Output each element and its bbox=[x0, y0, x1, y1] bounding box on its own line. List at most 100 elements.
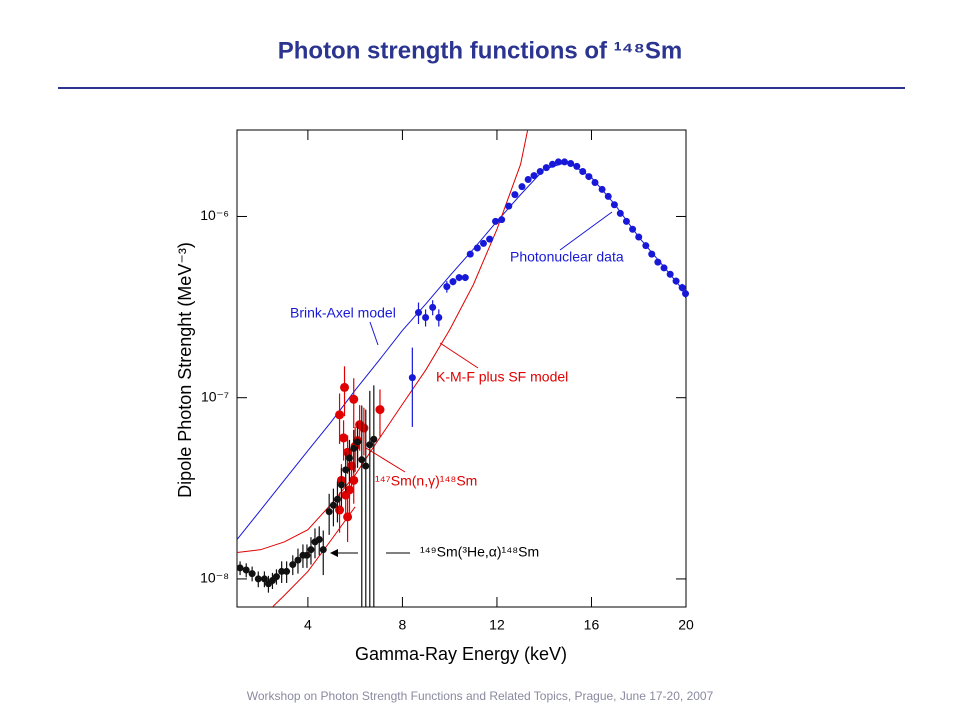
data-point bbox=[610, 201, 618, 209]
data-point bbox=[236, 564, 244, 572]
annotation: ¹⁴⁹Sm(³He,α)¹⁴⁸Sm bbox=[420, 544, 539, 560]
data-point bbox=[511, 191, 519, 199]
data-point bbox=[337, 481, 345, 489]
data-point bbox=[254, 575, 262, 583]
model-curve bbox=[237, 130, 529, 553]
plot-frame bbox=[236, 129, 687, 608]
footer: Workshop on Photon Strength Functions an… bbox=[247, 689, 714, 703]
data-point bbox=[340, 382, 350, 392]
data-point bbox=[666, 270, 674, 278]
data-point bbox=[315, 536, 323, 544]
data-point bbox=[344, 485, 354, 495]
data-point bbox=[598, 185, 606, 193]
data-point bbox=[354, 438, 362, 446]
y-axis-label: Dipole Photon Strenght (MeV⁻³) bbox=[175, 242, 195, 498]
data-point bbox=[573, 162, 581, 170]
data-point bbox=[672, 277, 680, 285]
data-point bbox=[479, 239, 487, 247]
data-point bbox=[375, 405, 385, 415]
data-point bbox=[429, 303, 437, 311]
data-point bbox=[333, 495, 341, 503]
data-point bbox=[561, 158, 569, 166]
data-point bbox=[366, 441, 374, 449]
data-point bbox=[260, 575, 268, 583]
data-point bbox=[248, 570, 256, 578]
data-point bbox=[303, 551, 311, 559]
data-point bbox=[455, 274, 463, 282]
annotation: Photonuclear data bbox=[510, 249, 624, 265]
data-point bbox=[278, 567, 286, 575]
data-point bbox=[518, 183, 526, 191]
data-point bbox=[342, 466, 350, 474]
data-point bbox=[536, 168, 544, 176]
data-point bbox=[642, 242, 650, 250]
data-point bbox=[585, 173, 593, 181]
data-point bbox=[283, 567, 291, 575]
data-point bbox=[435, 314, 443, 322]
data-point bbox=[492, 217, 500, 225]
data-point bbox=[307, 546, 315, 554]
annotation: ¹⁴⁷Sm(n,γ)¹⁴⁸Sm bbox=[375, 473, 477, 489]
data-point bbox=[591, 178, 599, 186]
y-tick-label: 10⁻⁸ bbox=[200, 570, 229, 586]
data-point bbox=[325, 508, 333, 516]
data-point bbox=[449, 278, 457, 286]
slide-title: Photon strength functions of ¹⁴⁸Sm bbox=[278, 37, 683, 64]
data-point bbox=[660, 264, 668, 272]
data-point bbox=[542, 164, 550, 172]
data-point bbox=[339, 433, 349, 443]
annotation-arrowhead bbox=[330, 549, 338, 557]
data-point bbox=[349, 394, 359, 404]
x-tick-label: 4 bbox=[304, 617, 312, 633]
data-point bbox=[242, 566, 250, 574]
data-point bbox=[422, 314, 430, 322]
annotation: K-M-F plus SF model bbox=[436, 369, 568, 385]
data-point bbox=[294, 556, 302, 564]
annotation-leader bbox=[439, 342, 479, 369]
data-point bbox=[524, 175, 532, 183]
data-point bbox=[579, 168, 587, 176]
annotation: Brink-Axel model bbox=[290, 305, 396, 321]
data-point bbox=[548, 160, 556, 168]
data-point bbox=[567, 160, 575, 168]
x-axis-label: Gamma-Ray Energy (keV) bbox=[355, 644, 567, 664]
data-point bbox=[329, 501, 337, 509]
data-point bbox=[654, 258, 662, 266]
annotation-leader bbox=[365, 447, 406, 473]
annotation-leader bbox=[559, 211, 613, 251]
model-curve bbox=[272, 506, 356, 607]
data-point bbox=[505, 202, 513, 210]
data-point bbox=[343, 512, 353, 522]
model-curve bbox=[237, 161, 686, 540]
y-tick-label: 10⁻⁷ bbox=[201, 388, 229, 404]
data-point bbox=[414, 309, 422, 317]
data-point bbox=[362, 462, 370, 470]
x-tick-label: 20 bbox=[678, 617, 694, 633]
data-point bbox=[349, 475, 359, 485]
data-point bbox=[443, 283, 451, 291]
data-point bbox=[616, 209, 624, 217]
data-point bbox=[498, 216, 506, 224]
data-point bbox=[461, 274, 469, 282]
data-point bbox=[289, 561, 297, 569]
data-point bbox=[319, 546, 327, 554]
data-point bbox=[350, 444, 358, 452]
data-point bbox=[486, 235, 494, 243]
data-point bbox=[359, 423, 369, 433]
data-point bbox=[370, 435, 378, 443]
data-point bbox=[466, 250, 474, 258]
y-tick-label: 10⁻⁶ bbox=[200, 207, 229, 223]
data-point bbox=[622, 217, 630, 225]
data-point bbox=[604, 192, 612, 200]
x-tick-label: 16 bbox=[584, 617, 600, 633]
annotation-leader bbox=[369, 321, 379, 346]
data-point bbox=[648, 250, 656, 258]
x-tick-label: 8 bbox=[399, 617, 407, 633]
data-point bbox=[358, 456, 366, 464]
data-point bbox=[345, 454, 353, 462]
data-point bbox=[408, 374, 416, 382]
data-point bbox=[682, 290, 690, 298]
data-point bbox=[629, 225, 637, 233]
data-point bbox=[335, 410, 345, 420]
